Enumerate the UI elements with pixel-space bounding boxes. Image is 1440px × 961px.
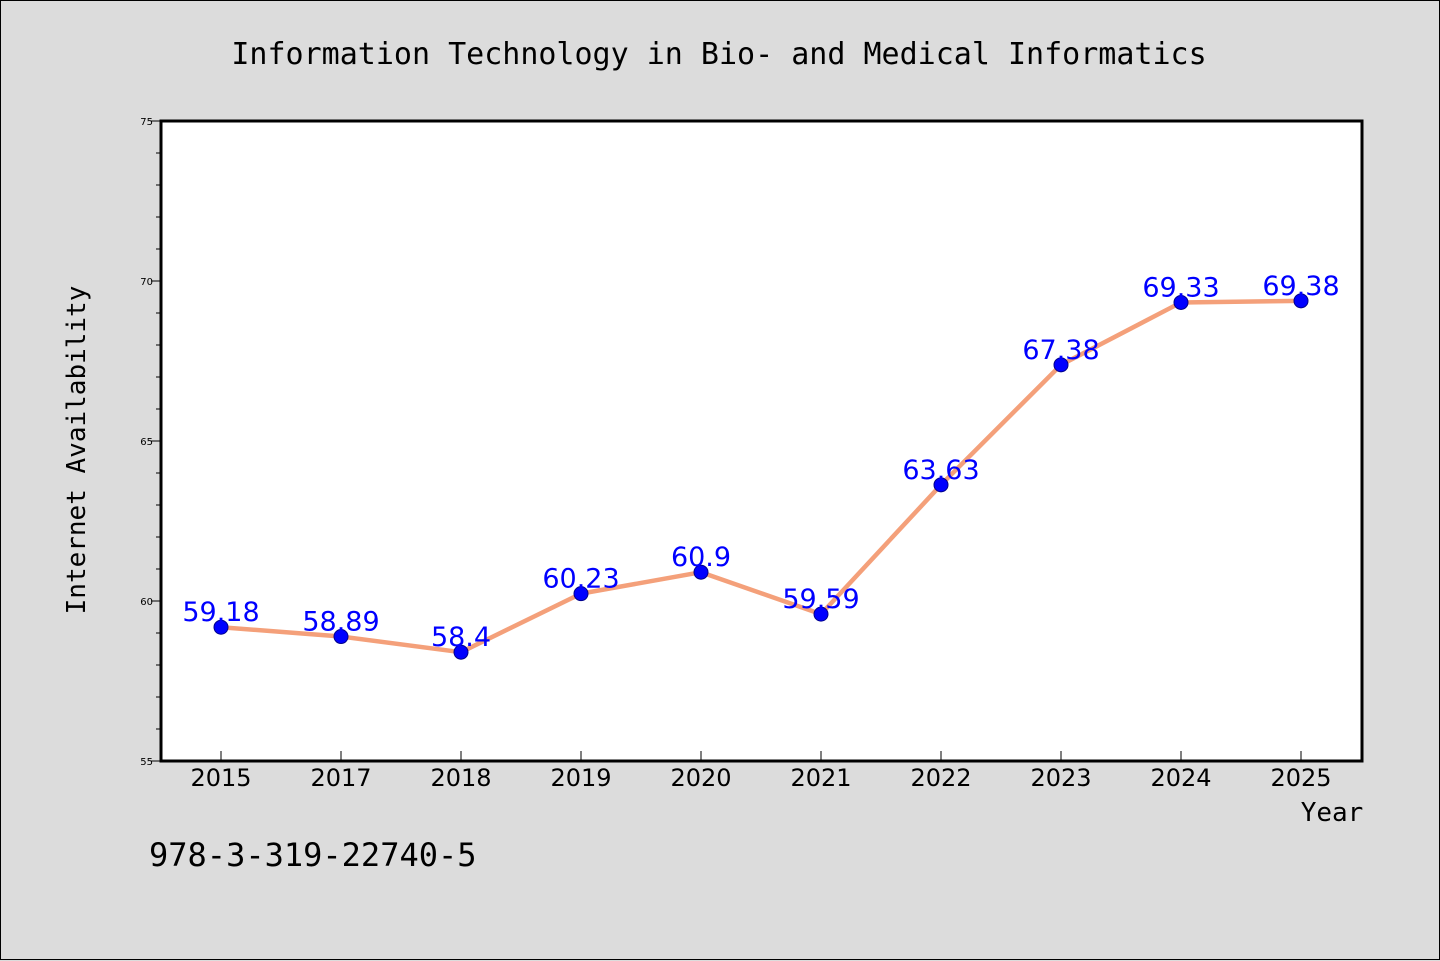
x-tick-label: 2017: [310, 764, 371, 792]
x-tick-label: 2022: [910, 764, 971, 792]
data-label: 58.89: [302, 607, 379, 638]
plot-border: [159, 119, 1364, 763]
data-label: 58.4: [431, 622, 491, 653]
x-axis-label: Year: [1301, 798, 1364, 828]
data-label: 59.59: [782, 584, 859, 615]
y-tick-label: 75: [140, 117, 153, 128]
data-label: 60.23: [542, 564, 619, 595]
x-axis: 2015 2017 2018 2019 2020 2021 2022 2023 2024 2025: [190, 751, 1332, 792]
x-tick-label: 2025: [1270, 764, 1331, 792]
data-point: [573, 586, 589, 602]
data-label: 63.63: [902, 455, 979, 486]
x-tick-label: 2024: [1150, 764, 1211, 792]
data-point: [813, 606, 829, 622]
data-labels: 59.18 58.89 58.4 60.23 60.9 59.59 63.63 67.38 69…: [182, 271, 1339, 653]
y-axis: 55 60 65 70 75: [140, 117, 161, 768]
y-tick-label: 65: [140, 437, 153, 448]
data-point: [933, 477, 949, 493]
series-line-group: [213, 293, 1309, 660]
plot-area: [161, 121, 1362, 761]
data-label: 60.9: [671, 542, 731, 573]
series-line: [220, 298, 1302, 655]
data-point: [1293, 293, 1309, 309]
data-label: 59.18: [182, 597, 259, 628]
data-label: 67.38: [1022, 335, 1099, 366]
x-tick-label: 2021: [790, 764, 851, 792]
data-point: [1173, 294, 1189, 310]
y-tick-label: 60: [140, 597, 153, 608]
data-point: [1053, 357, 1069, 373]
x-tick-label: 2018: [430, 764, 491, 792]
x-tick-label: 2020: [670, 764, 731, 792]
x-tick-label: 2019: [550, 764, 611, 792]
data-point: [213, 619, 229, 635]
data-point: [453, 644, 469, 660]
x-tick-label: 2015: [190, 764, 251, 792]
data-label: 69.38: [1262, 271, 1339, 302]
chart-title: Information Technology in Bio- and Medic…: [231, 37, 1206, 72]
data-point: [333, 629, 349, 645]
y-tick-label: 70: [140, 277, 153, 288]
y-axis-label: Internet Availability: [62, 286, 92, 615]
x-tick-label: 2023: [1030, 764, 1091, 792]
isbn-caption: 978-3-319-22740-5: [149, 836, 477, 874]
data-point: [693, 564, 709, 580]
data-label: 69.33: [1142, 272, 1219, 303]
y-tick-label: 55: [140, 757, 153, 768]
